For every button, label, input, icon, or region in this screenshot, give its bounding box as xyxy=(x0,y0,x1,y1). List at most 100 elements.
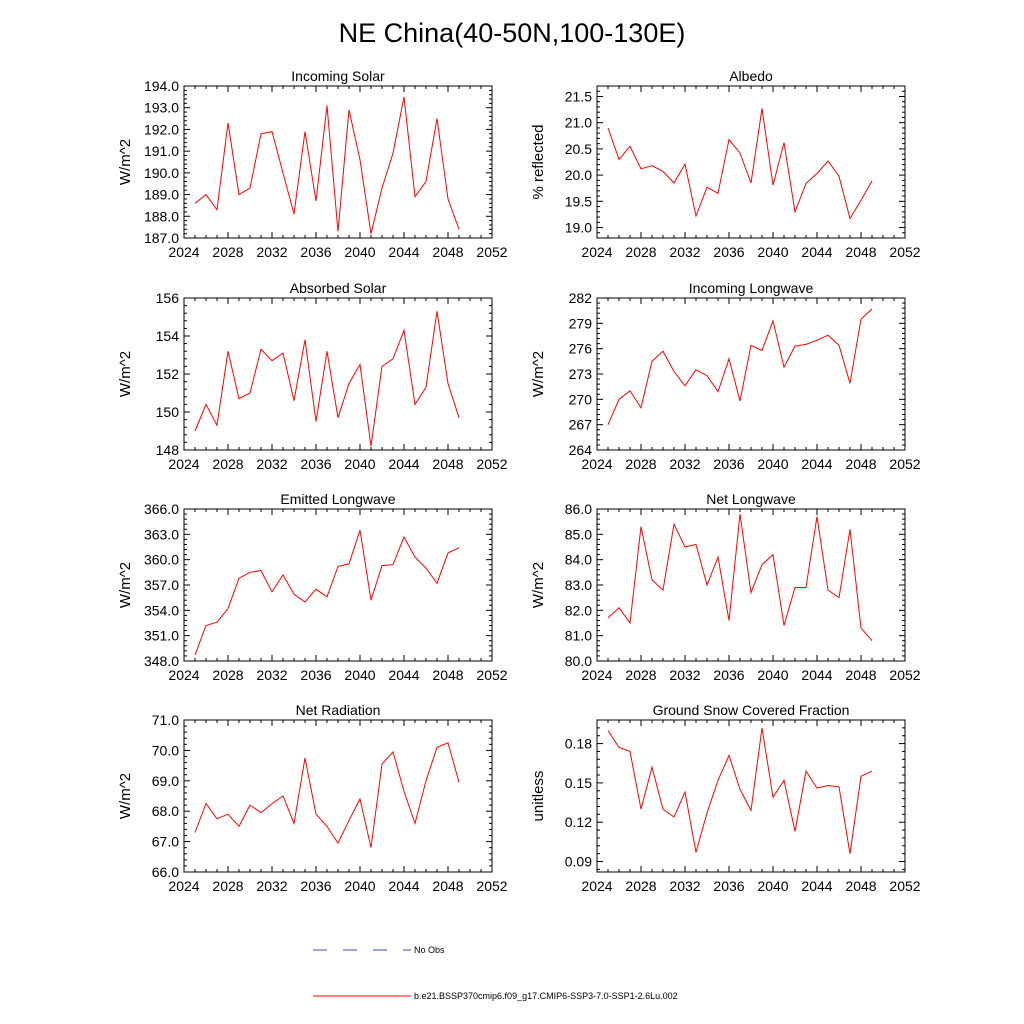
x-tick-label: 2052 xyxy=(889,456,920,472)
y-tick-label: 191.0 xyxy=(144,143,179,159)
x-tick-label: 2032 xyxy=(256,244,287,260)
y-tick-label: 152 xyxy=(156,366,180,382)
series-line xyxy=(607,308,873,425)
y-tick-label: 20.0 xyxy=(565,167,592,183)
y-tick-label: 66.0 xyxy=(152,864,179,880)
x-tick-label: 2044 xyxy=(388,456,419,472)
panel-title: Albedo xyxy=(729,68,773,84)
panel-incoming-solar: Incoming Solar 2024 2028 2032 2036 2040 2044 20… xyxy=(117,68,508,260)
series-line xyxy=(194,742,460,848)
x-tick-label: 2052 xyxy=(476,456,507,472)
x-tick-label: 2048 xyxy=(845,878,876,894)
plot-frame xyxy=(183,719,493,873)
x-tick-label: 2036 xyxy=(713,456,744,472)
y-tick-label: 150 xyxy=(156,404,180,420)
panel-absorbed-solar: Absorbed Solar 2024 2028 2032 2036 2040 2044 20… xyxy=(117,280,508,472)
y-tick-label: 80.0 xyxy=(565,653,592,669)
y-axis-label: W/m^2 xyxy=(117,562,134,608)
x-tick-label: 2036 xyxy=(713,667,744,683)
panel-net-radiation: Net Radiation 2024 2028 2032 2036 2040 2044 204… xyxy=(117,702,508,894)
x-tick-label: 2040 xyxy=(344,667,375,683)
panel-albedo: Albedo 2024 2028 2032 2036 2040 2044 2048 2052 19… xyxy=(530,68,921,260)
y-tick-label: 351.0 xyxy=(144,628,179,644)
x-tick-label: 2028 xyxy=(625,244,656,260)
y-tick-label: 270 xyxy=(569,391,593,407)
y-tick-label: 193.0 xyxy=(144,100,179,116)
panel-ground-snow-covered-fraction: Ground Snow Covered Fraction 2024 2028 2032… xyxy=(530,702,921,894)
x-tick-label: 2048 xyxy=(845,244,876,260)
y-tick-label: 21.5 xyxy=(565,88,592,104)
y-tick-label: 69.0 xyxy=(152,773,179,789)
y-tick-label: 68.0 xyxy=(152,803,179,819)
y-tick-label: 0.15 xyxy=(565,775,592,791)
x-tick-label: 2044 xyxy=(801,456,832,472)
x-tick-label: 2028 xyxy=(212,878,243,894)
plot-frame xyxy=(183,85,493,239)
panel-title: Ground Snow Covered Fraction xyxy=(653,702,850,718)
x-tick-label: 2024 xyxy=(168,878,199,894)
x-tick-label: 2024 xyxy=(581,667,612,683)
series-line xyxy=(194,96,460,234)
y-tick-label: 19.5 xyxy=(565,193,592,209)
x-tick-label: 2036 xyxy=(300,456,331,472)
y-axis-label: W/m^2 xyxy=(530,351,547,397)
legend: No Obs b.e21.BSSP370cmip6.f09_g17.CMIP6-… xyxy=(313,945,678,1001)
x-tick-label: 2028 xyxy=(212,456,243,472)
y-tick-label: 81.0 xyxy=(565,628,592,644)
series-line xyxy=(607,108,873,220)
plot-frame xyxy=(596,719,906,873)
y-axis-label: W/m^2 xyxy=(117,351,134,397)
panel-title: Net Radiation xyxy=(296,702,381,718)
figure-title: NE China(40-50N,100-130E) xyxy=(339,18,686,48)
x-tick-label: 2040 xyxy=(757,667,788,683)
y-tick-label: 188.0 xyxy=(144,208,179,224)
x-tick-label: 2048 xyxy=(432,667,463,683)
x-tick-label: 2028 xyxy=(212,244,243,260)
plot-frame xyxy=(596,508,906,662)
panel-incoming-longwave: Incoming Longwave 2024 2028 2032 2036 2040 204… xyxy=(530,280,921,472)
series-line xyxy=(607,727,873,854)
x-tick-label: 2052 xyxy=(476,244,507,260)
plot-frame xyxy=(183,508,493,662)
x-tick-label: 2028 xyxy=(625,667,656,683)
x-tick-label: 2028 xyxy=(625,456,656,472)
y-tick-label: 189.0 xyxy=(144,187,179,203)
x-tick-label: 2024 xyxy=(581,878,612,894)
panel-emitted-longwave: Emitted Longwave 2024 2028 2032 2036 2040 2044… xyxy=(117,491,508,683)
y-tick-label: 366.0 xyxy=(144,501,179,517)
y-tick-label: 194.0 xyxy=(144,78,179,94)
panel-title: Absorbed Solar xyxy=(290,280,387,296)
y-tick-label: 148 xyxy=(156,442,180,458)
x-tick-label: 2052 xyxy=(476,878,507,894)
y-tick-label: 19.0 xyxy=(565,220,592,236)
panel-title: Incoming Longwave xyxy=(689,280,814,296)
y-tick-label: 70.0 xyxy=(152,742,179,758)
panel-grid: Incoming Solar 2024 2028 2032 2036 2040 2044 20… xyxy=(117,68,921,894)
x-tick-label: 2032 xyxy=(669,878,700,894)
panel-title: Net Longwave xyxy=(706,491,796,507)
y-tick-label: 67.0 xyxy=(152,834,179,850)
plot-frame xyxy=(596,297,906,451)
y-axis-label: unitless xyxy=(530,771,547,822)
x-tick-label: 2044 xyxy=(801,667,832,683)
x-tick-label: 2044 xyxy=(801,878,832,894)
x-tick-label: 2024 xyxy=(581,456,612,472)
y-axis-label: W/m^2 xyxy=(117,139,134,185)
y-tick-label: 0.18 xyxy=(565,736,592,752)
x-tick-label: 2052 xyxy=(476,667,507,683)
x-tick-label: 2044 xyxy=(388,244,419,260)
x-tick-label: 2040 xyxy=(344,456,375,472)
x-tick-label: 2044 xyxy=(388,878,419,894)
x-tick-label: 2032 xyxy=(669,667,700,683)
x-tick-label: 2040 xyxy=(344,878,375,894)
x-tick-label: 2048 xyxy=(432,878,463,894)
y-tick-label: 71.0 xyxy=(152,712,179,728)
x-tick-label: 2036 xyxy=(300,667,331,683)
x-tick-label: 2040 xyxy=(757,878,788,894)
y-tick-label: 156 xyxy=(156,290,180,306)
x-tick-label: 2040 xyxy=(344,244,375,260)
panel-title: Emitted Longwave xyxy=(280,491,395,507)
x-tick-label: 2048 xyxy=(845,456,876,472)
plot-frame xyxy=(183,297,493,451)
y-tick-label: 187.0 xyxy=(144,230,179,246)
